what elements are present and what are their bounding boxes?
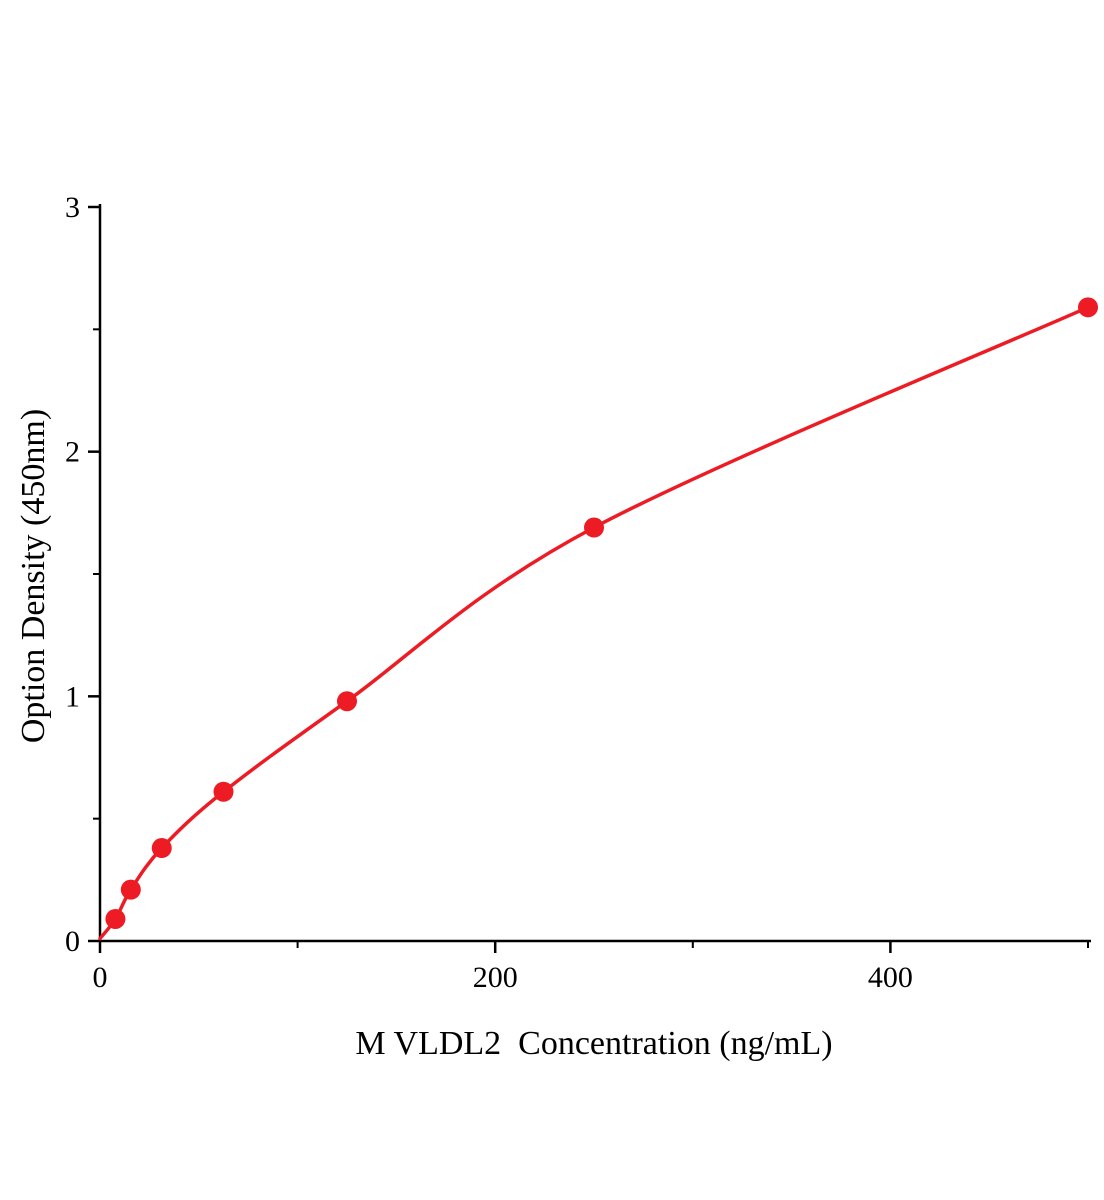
x-tick-label: 0 [93,961,108,994]
y-tick-label: 0 [65,925,80,958]
data-point [584,517,604,538]
x-tick-label: 200 [473,961,518,994]
data-point [151,838,172,859]
data-point [213,781,234,802]
y-tick-label: 3 [65,191,80,224]
y-tick-label: 1 [65,680,80,713]
data-point [337,691,357,712]
data-point [1078,297,1098,318]
fitted-curve [98,305,1090,941]
x-tick-label: 400 [868,961,913,994]
y-axis-title: Option Density (450nm) [15,408,52,744]
data-point [120,879,141,900]
x-axis-title: M VLDL2 Concentration (ng/mL) [355,1025,833,1062]
y-tick-label: 2 [65,436,80,469]
data-point [105,908,126,929]
